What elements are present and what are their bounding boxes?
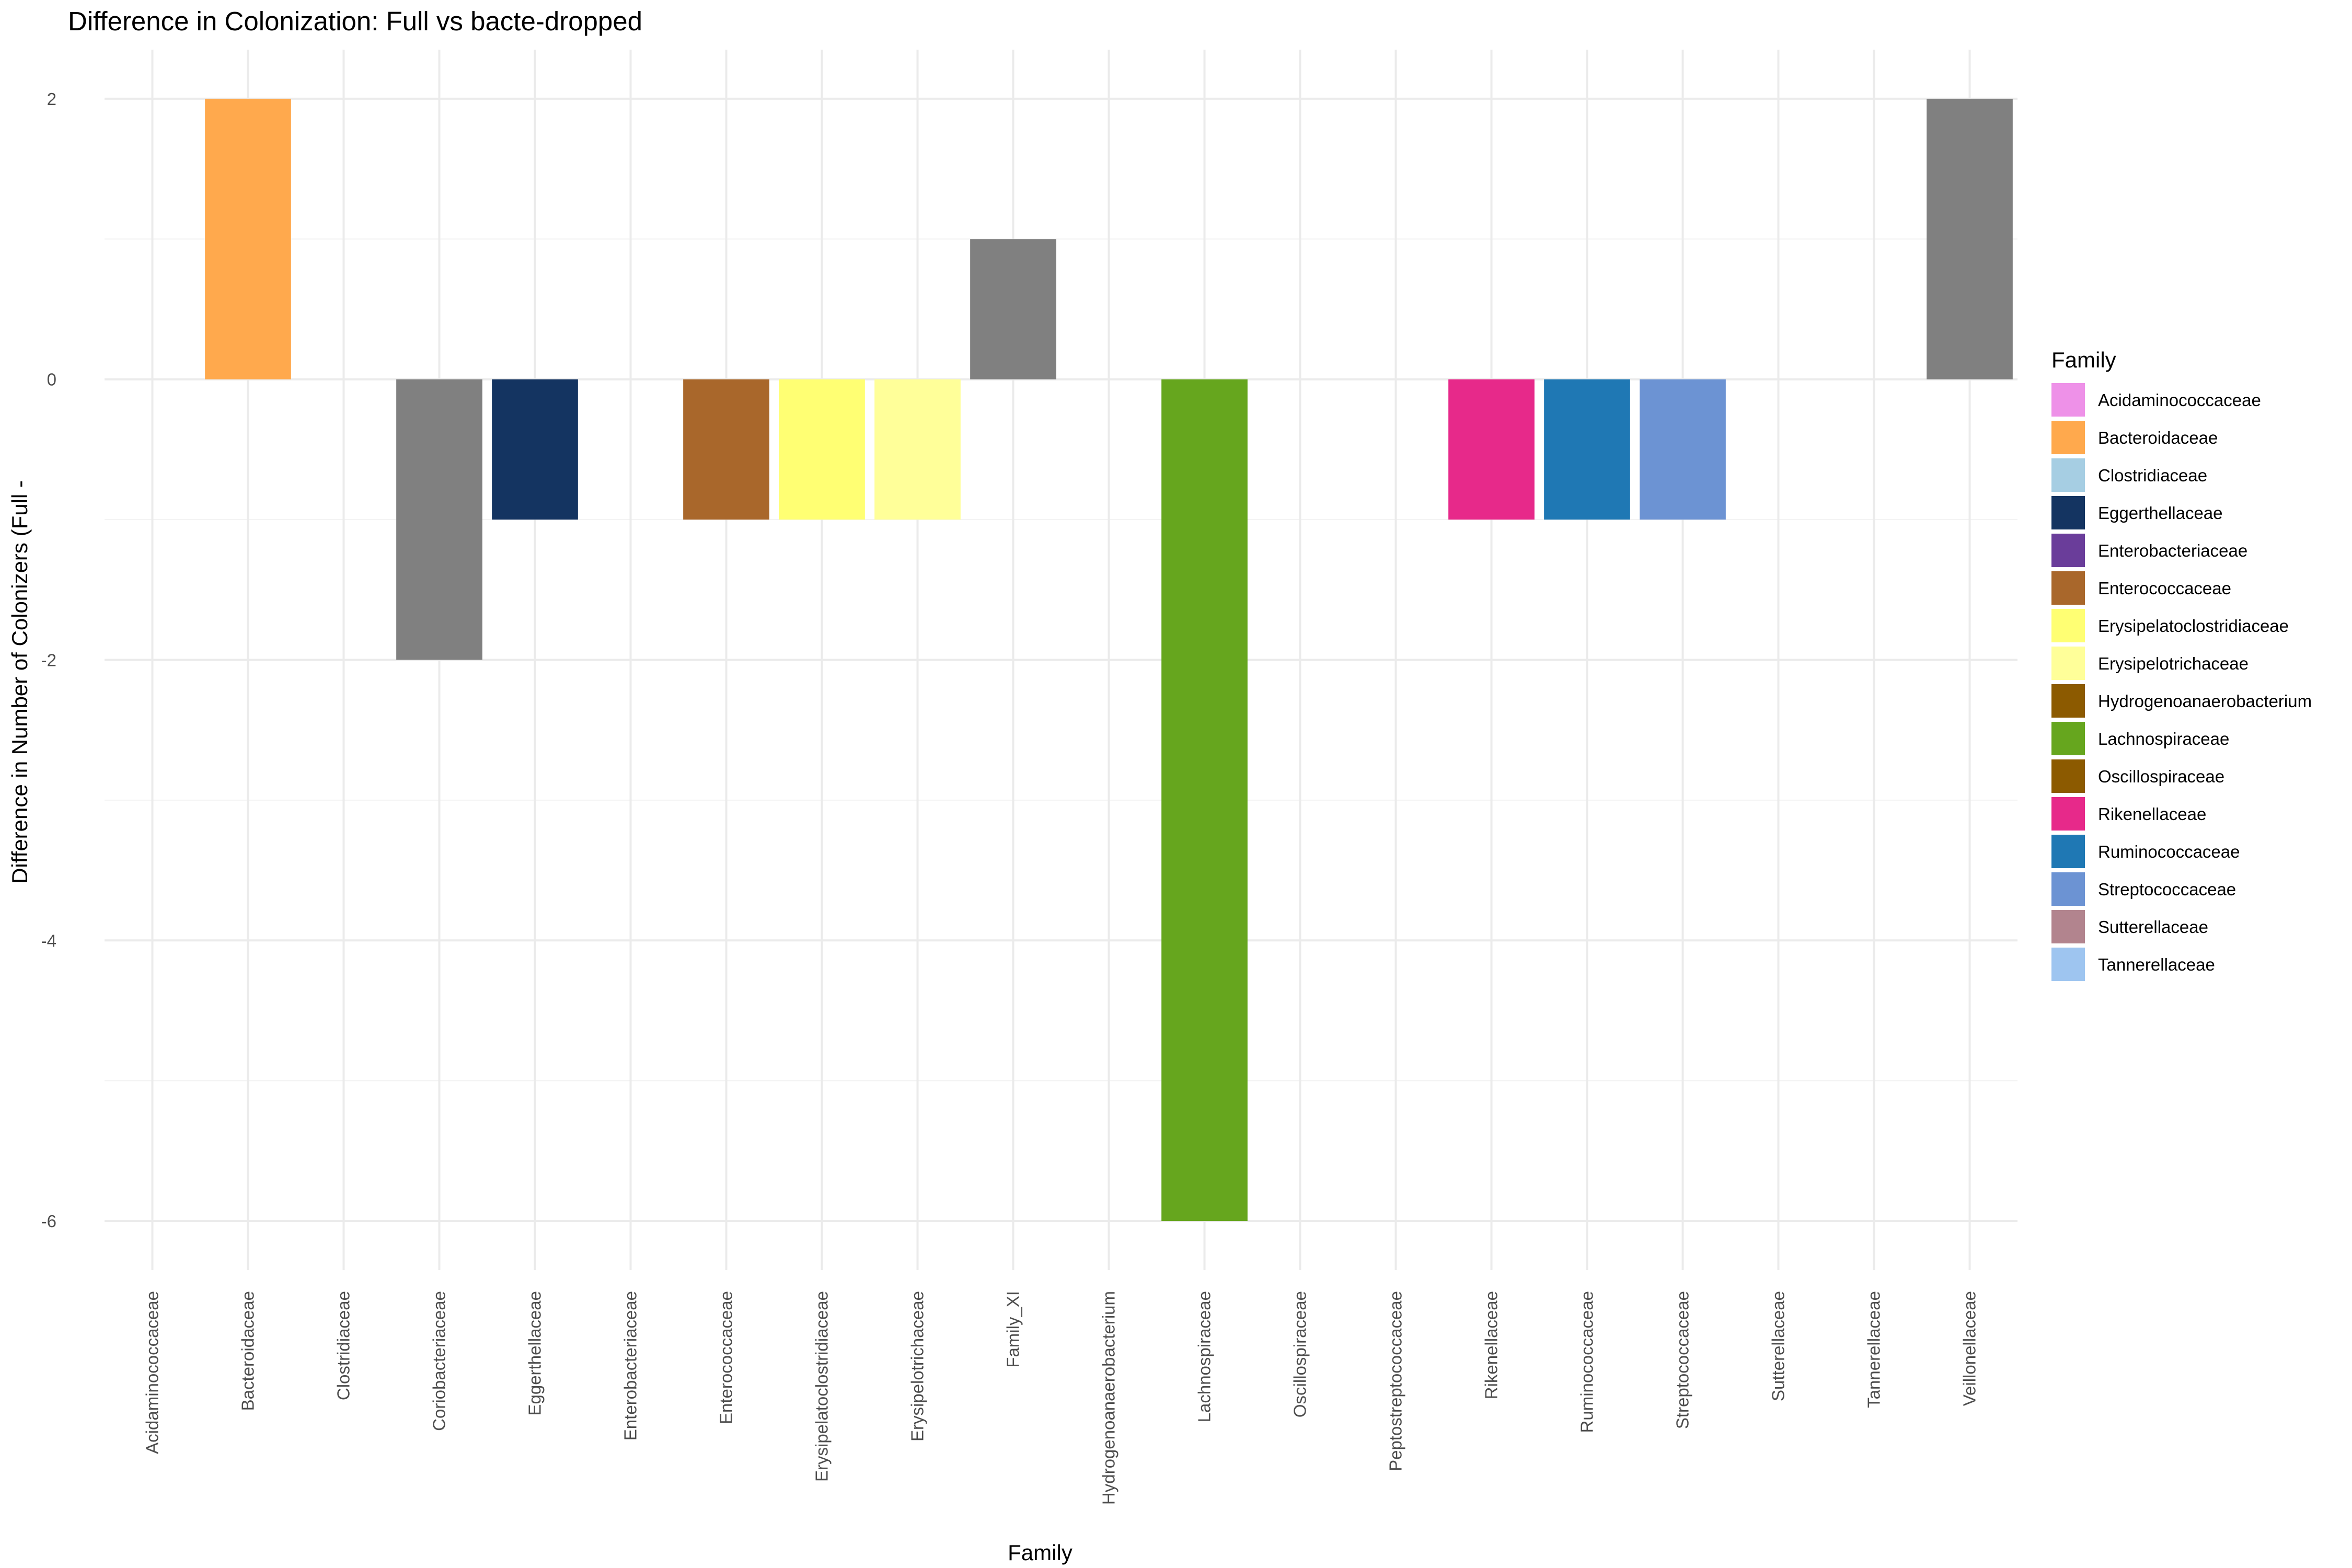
legend-label-enterococcaceae: Enterococcaceae [2098,579,2231,598]
x-tick-label-eggerthellaceae: Eggerthellaceae [525,1291,545,1416]
legend-label-enterobacteriaceae: Enterobacteriaceae [2098,541,2247,560]
legend-key-streptococcaceae [2051,872,2085,906]
x-tick-label-sutterellaceae: Sutterellaceae [1769,1291,1788,1401]
y-tick-label: 2 [47,89,56,109]
x-tick-label-peptostreptococcaceae: Peptostreptococcaceae [1386,1291,1405,1471]
legend-label-tannerellaceae: Tannerellaceae [2098,955,2215,974]
bar-rikenellaceae [1448,379,1535,520]
legend-title: Family [2051,348,2116,372]
y-axis-title: Difference in Number of Colonizers (Full… [7,480,32,884]
legend-label-hydrogenoanaerobacterium: Hydrogenoanaerobacterium [2098,691,2312,711]
y-tick-label: -6 [41,1212,56,1231]
legend-label-bacteroidaceae: Bacteroidaceae [2098,428,2218,447]
legend-key-ruminococcaceae [2051,835,2085,868]
legend-key-erysipelatoclostridiaceae [2051,609,2085,642]
legend-key-sutterellaceae [2051,910,2085,943]
legend-label-oscillospiraceae: Oscillospiraceae [2098,767,2224,786]
legend-key-oscillospiraceae [2051,759,2085,793]
legend-key-bacteroidaceae [2051,421,2085,454]
legend-label-clostridiaceae: Clostridiaceae [2098,466,2207,485]
bar-family-xi [970,239,1056,379]
x-tick-label-lachnospiraceae: Lachnospiraceae [1195,1291,1214,1422]
legend-key-hydrogenoanaerobacterium [2051,684,2085,718]
x-tick-label-erysipelotrichaceae: Erysipelotrichaceae [908,1291,927,1442]
x-tick-label-coriobacteriaceae: Coriobacteriaceae [430,1291,449,1431]
x-tick-label-clostridiaceae: Clostridiaceae [334,1291,353,1400]
legend-label-acidaminococcaceae: Acidaminococcaceae [2098,390,2261,410]
legend-key-clostridiaceae [2051,458,2085,492]
legend-items: Acidaminococcaceae Bacteroidaceae Clostrid… [2051,383,2312,981]
legend-label-lachnospiraceae: Lachnospiraceae [2098,729,2229,748]
bar-erysipelotrichaceae [874,379,961,520]
x-tick-label-ruminococcaceae: Ruminococcaceae [1577,1291,1597,1433]
x-tick-label-enterococcaceae: Enterococcaceae [717,1291,736,1424]
chart-title: Difference in Colonization: Full vs bact… [68,6,642,36]
bar-eggerthellaceae [492,379,578,520]
legend: Family Acidaminococcaceae Bacteroidaceae C… [2051,348,2312,981]
legend-key-enterococcaceae [2051,571,2085,605]
x-axis-title: Family [1008,1540,1073,1565]
x-tick-label-oscillospiraceae: Oscillospiraceae [1290,1291,1310,1417]
bar-veillonellaceae [1927,98,2013,379]
x-tick-label-acidaminococcaceae: Acidaminococcaceae [143,1291,162,1454]
legend-key-rikenellaceae [2051,797,2085,831]
x-tick-label-family-xi: Family_XI [1004,1291,1023,1368]
x-tick-label-streptococcaceae: Streptococcaceae [1673,1291,1692,1429]
bar-enterococcaceae [683,379,769,520]
legend-label-erysipelatoclostridiaceae: Erysipelatoclostridiaceae [2098,616,2289,636]
legend-label-erysipelotrichaceae: Erysipelotrichaceae [2098,654,2249,673]
bar-bacteroidaceae [205,98,291,379]
y-tick-label: -2 [41,651,56,670]
bars [205,98,2013,1221]
legend-key-tannerellaceae [2051,948,2085,981]
x-tick-label-veillonellaceae: Veillonellaceae [1960,1291,1979,1406]
y-axis-ticks: -6 -4 -2 0 2 [41,89,56,1231]
legend-key-acidaminococcaceae [2051,383,2085,417]
x-tick-label-tannerellaceae: Tannerellaceae [1864,1291,1884,1408]
x-tick-label-rikenellaceae: Rikenellaceae [1482,1291,1501,1399]
bar-streptococcaceae [1640,379,1726,520]
grid-lines [105,50,2017,1270]
legend-key-eggerthellaceae [2051,496,2085,529]
legend-key-erysipelotrichaceae [2051,647,2085,680]
x-axis-ticks: Acidaminococcaceae Bacteroidaceae Clostrid… [143,1291,1979,1505]
legend-label-eggerthellaceae: Eggerthellaceae [2098,503,2223,523]
y-tick-label: -4 [41,931,56,950]
legend-key-lachnospiraceae [2051,722,2085,755]
bar-erysipelatoclostridiaceae [779,379,865,520]
x-tick-label-enterobacteriaceae: Enterobacteriaceae [621,1291,640,1440]
plot-panel [105,50,2017,1270]
legend-label-sutterellaceae: Sutterellaceae [2098,917,2208,937]
x-tick-label-bacteroidaceae: Bacteroidaceae [238,1291,258,1411]
legend-key-enterobacteriaceae [2051,534,2085,567]
bar-ruminococcaceae [1544,379,1630,520]
legend-label-streptococcaceae: Streptococcaceae [2098,880,2236,899]
bar-coriobacteriaceae [396,379,482,660]
y-tick-label: 0 [47,370,56,389]
legend-label-ruminococcaceae: Ruminococcaceae [2098,842,2240,861]
legend-label-rikenellaceae: Rikenellaceae [2098,804,2206,824]
x-tick-label-erysipelatoclostridiaceae: Erysipelatoclostridiaceae [812,1291,832,1482]
x-tick-label-hydrogenoanaerobacterium: Hydrogenoanaerobacterium [1099,1291,1119,1505]
bar-lachnospiraceae [1161,379,1248,1221]
